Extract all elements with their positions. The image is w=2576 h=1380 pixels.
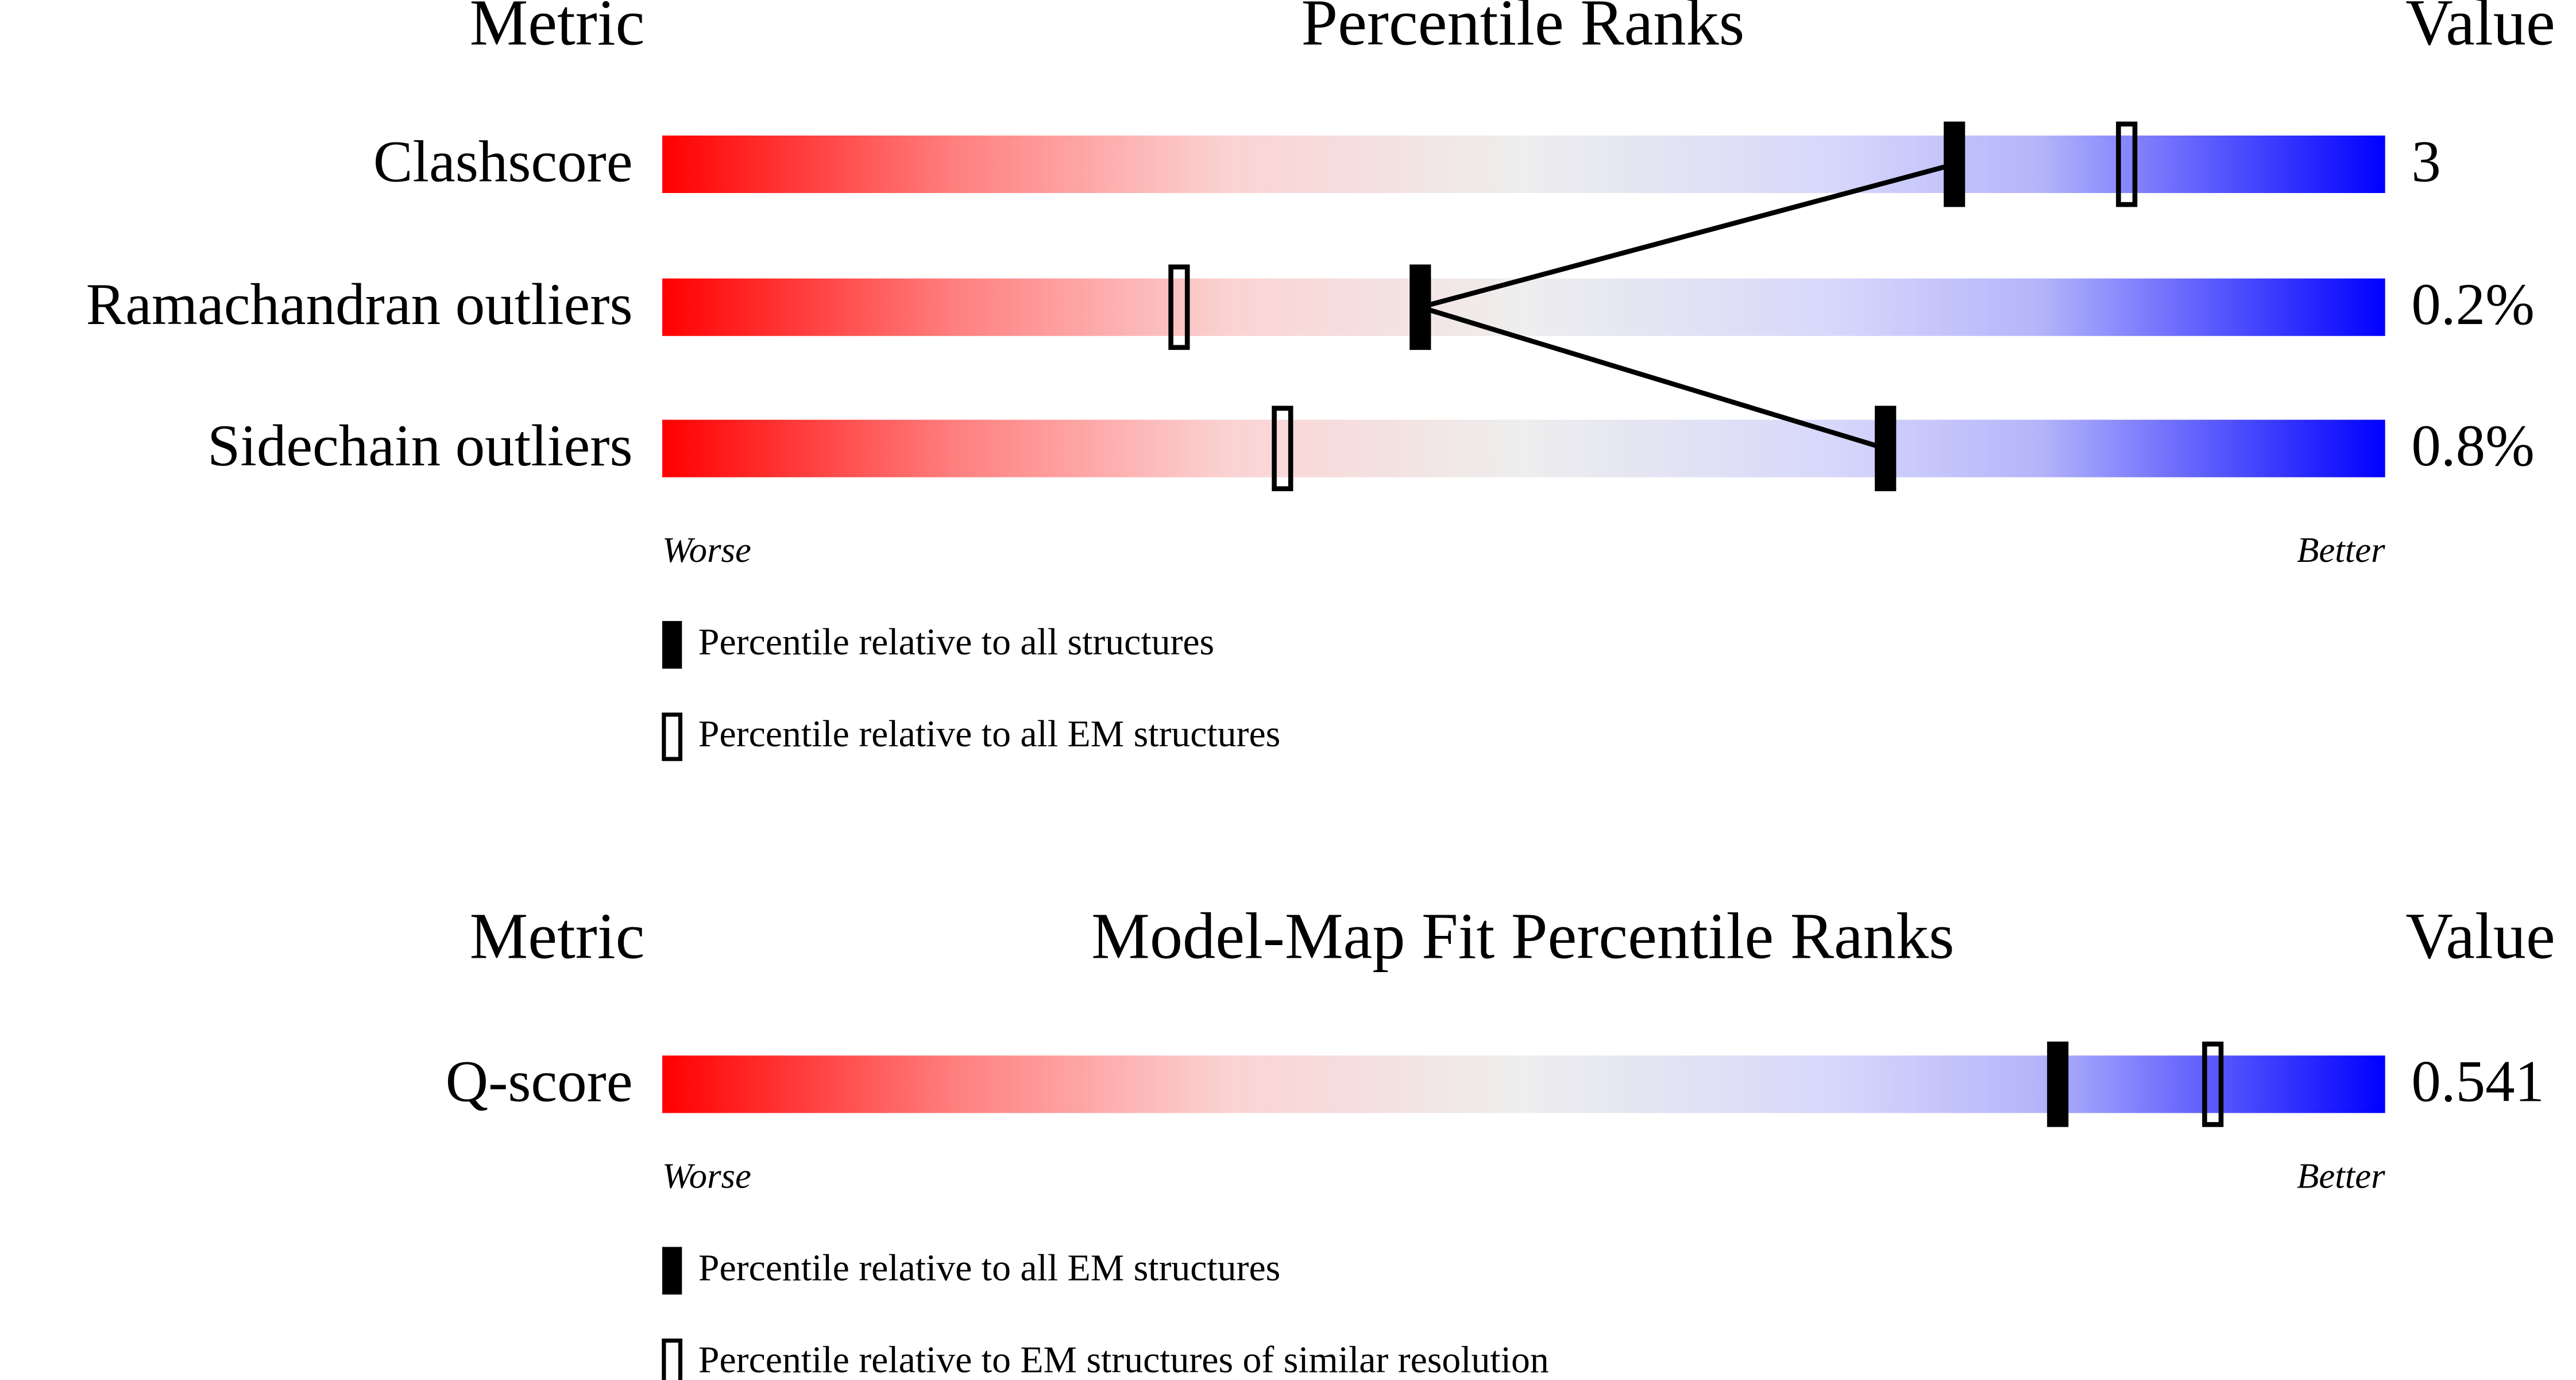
metric-label: Q-score (446, 1049, 633, 1115)
metric-value: 0.8% (2411, 413, 2534, 479)
metric-label: Sidechain outliers (207, 413, 632, 479)
legend-icon-open (662, 1338, 683, 1380)
marker-open (1168, 264, 1190, 350)
metric-value: 3 (2411, 129, 2440, 194)
marker-open (2202, 1041, 2224, 1127)
marker-solid (2047, 1041, 2069, 1127)
legend-icon-open (662, 712, 683, 761)
better-label: Better (2297, 530, 2385, 570)
percentile-bar (662, 278, 2385, 336)
marker-solid (1944, 121, 1965, 207)
legend-icon-solid (662, 1247, 682, 1295)
marker-open (1272, 406, 1293, 491)
metric-label: Ramachandran outliers (86, 272, 633, 337)
better-label: Better (2297, 1156, 2385, 1196)
metric-value: 0.541 (2411, 1049, 2544, 1115)
worse-label: Worse (662, 530, 751, 570)
worse-label: Worse (662, 1156, 751, 1196)
metric-value: 0.2% (2411, 272, 2534, 337)
header-metric: Metric (470, 900, 645, 973)
percentile-bar (662, 1055, 2385, 1113)
legend-label: Percentile relative to all EM structures (698, 1247, 1280, 1289)
legend-icon-solid (662, 620, 682, 669)
marker-solid (1409, 264, 1431, 350)
legend-label: Percentile relative to all EM structures (698, 713, 1280, 755)
header-value: Value (2405, 900, 2555, 973)
legend-label: Percentile relative to all structures (698, 621, 1214, 663)
percentile-bar (662, 419, 2385, 477)
marker-open (2116, 121, 2138, 207)
percentile-bar (662, 135, 2385, 193)
header-title: Model-Map Fit Percentile Ranks (1091, 900, 1955, 973)
header-value: Value (2405, 0, 2555, 59)
header-title: Percentile Ranks (1301, 0, 1745, 59)
header-metric: Metric (470, 0, 645, 59)
marker-solid (1875, 406, 1897, 491)
metric-label: Clashscore (373, 129, 633, 194)
legend-label: Percentile relative to EM structures of … (698, 1339, 1549, 1380)
